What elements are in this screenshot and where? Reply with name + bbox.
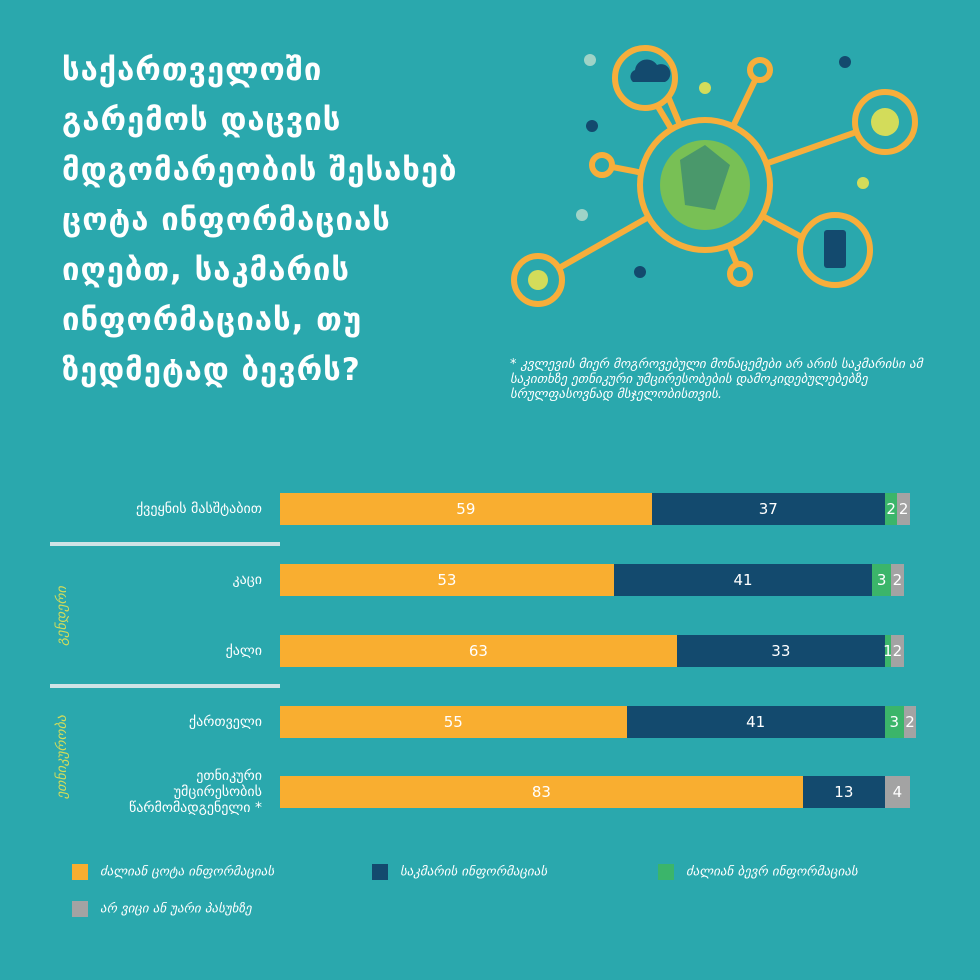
- title-line: გარემოს დაცვის: [62, 102, 342, 138]
- value-label: 33: [771, 642, 791, 660]
- value-label: 59: [456, 500, 476, 518]
- category-label: კაცი: [232, 572, 263, 588]
- bar-segment: 55: [280, 706, 627, 738]
- group-label: გენდერი: [54, 585, 70, 646]
- value-label: 1: [883, 642, 893, 660]
- category-label: ქვეყნის მასშტაბით: [136, 501, 262, 517]
- bar-segment: 2: [891, 635, 904, 667]
- value-label: 55: [443, 713, 463, 731]
- category-label: ეთნიკური უმცირესობის წარმომადგენელი *: [129, 768, 262, 816]
- legend-swatch: [72, 901, 88, 917]
- value-label: 63: [468, 642, 488, 660]
- value-label: 2: [905, 713, 915, 731]
- value-label: 83: [531, 783, 551, 801]
- title-line: მდგომარეობის შესახებ: [62, 152, 458, 188]
- bar-segment: 37: [651, 493, 885, 525]
- group-separator: [50, 684, 280, 688]
- legend-label: არ ვიცი ან უარი პასუხზე: [100, 901, 252, 917]
- bar-segment: 83: [280, 776, 803, 808]
- bar-segment: 2: [897, 493, 910, 525]
- legend-label: ძალიან ცოტა ინფორმაციას: [100, 864, 275, 880]
- value-label: 41: [746, 713, 766, 731]
- legend-swatch: [658, 864, 674, 880]
- note: * კვლევის მიერ მოგროვებული მონაცემები არ…: [510, 357, 923, 402]
- group-separator: [50, 542, 280, 546]
- title-line: ცოტა ინფორმაციას: [62, 202, 391, 238]
- bar-segment: 53: [280, 564, 614, 596]
- bar-segment: 41: [626, 706, 885, 738]
- value-label: 2: [898, 500, 909, 518]
- bar-segment: 1: [883, 635, 893, 667]
- legend-label: საკმარის ინფორმაციას: [400, 864, 548, 880]
- value-label: 3: [876, 571, 887, 589]
- title-line: საქართველოში: [62, 52, 323, 88]
- value-label: 4: [892, 783, 903, 801]
- value-label: 37: [758, 500, 778, 518]
- value-label: 2: [892, 642, 903, 660]
- group-label: ეთნიკურობა: [54, 715, 70, 799]
- bar-segment: 4: [884, 776, 910, 808]
- bar-segment: 41: [613, 564, 873, 596]
- bar-segment: 13: [802, 776, 885, 808]
- bar-segment: 3: [884, 706, 904, 738]
- category-label: ქალი: [225, 643, 262, 659]
- bar-segment: 59: [280, 493, 652, 525]
- bar-segment: 63: [280, 635, 677, 667]
- value-label: 2: [892, 571, 903, 589]
- value-label: 2: [886, 500, 896, 518]
- network-illustration: [511, 45, 918, 307]
- bar-segment: 33: [676, 635, 885, 667]
- value-label: 3: [889, 713, 900, 731]
- category-label: ქართველი: [188, 714, 262, 730]
- bar-segment: 2: [903, 706, 917, 738]
- bar-segment: 3: [872, 564, 892, 596]
- title-line: ზედმეტად ბევრს?: [62, 352, 361, 388]
- value-label: 53: [437, 571, 457, 589]
- legend-label: ძალიან ბევრ ინფორმაციას: [686, 864, 858, 880]
- legend-swatch: [372, 864, 388, 880]
- value-label: 41: [733, 571, 753, 589]
- value-label: 13: [834, 783, 854, 801]
- title-line: ინფორმაციას, თუ: [62, 302, 363, 338]
- legend-swatch: [72, 864, 88, 880]
- bar-segment: 2: [884, 493, 898, 525]
- bar-segment: 2: [891, 564, 904, 596]
- title-line: იღებთ, საკმარის: [62, 252, 351, 288]
